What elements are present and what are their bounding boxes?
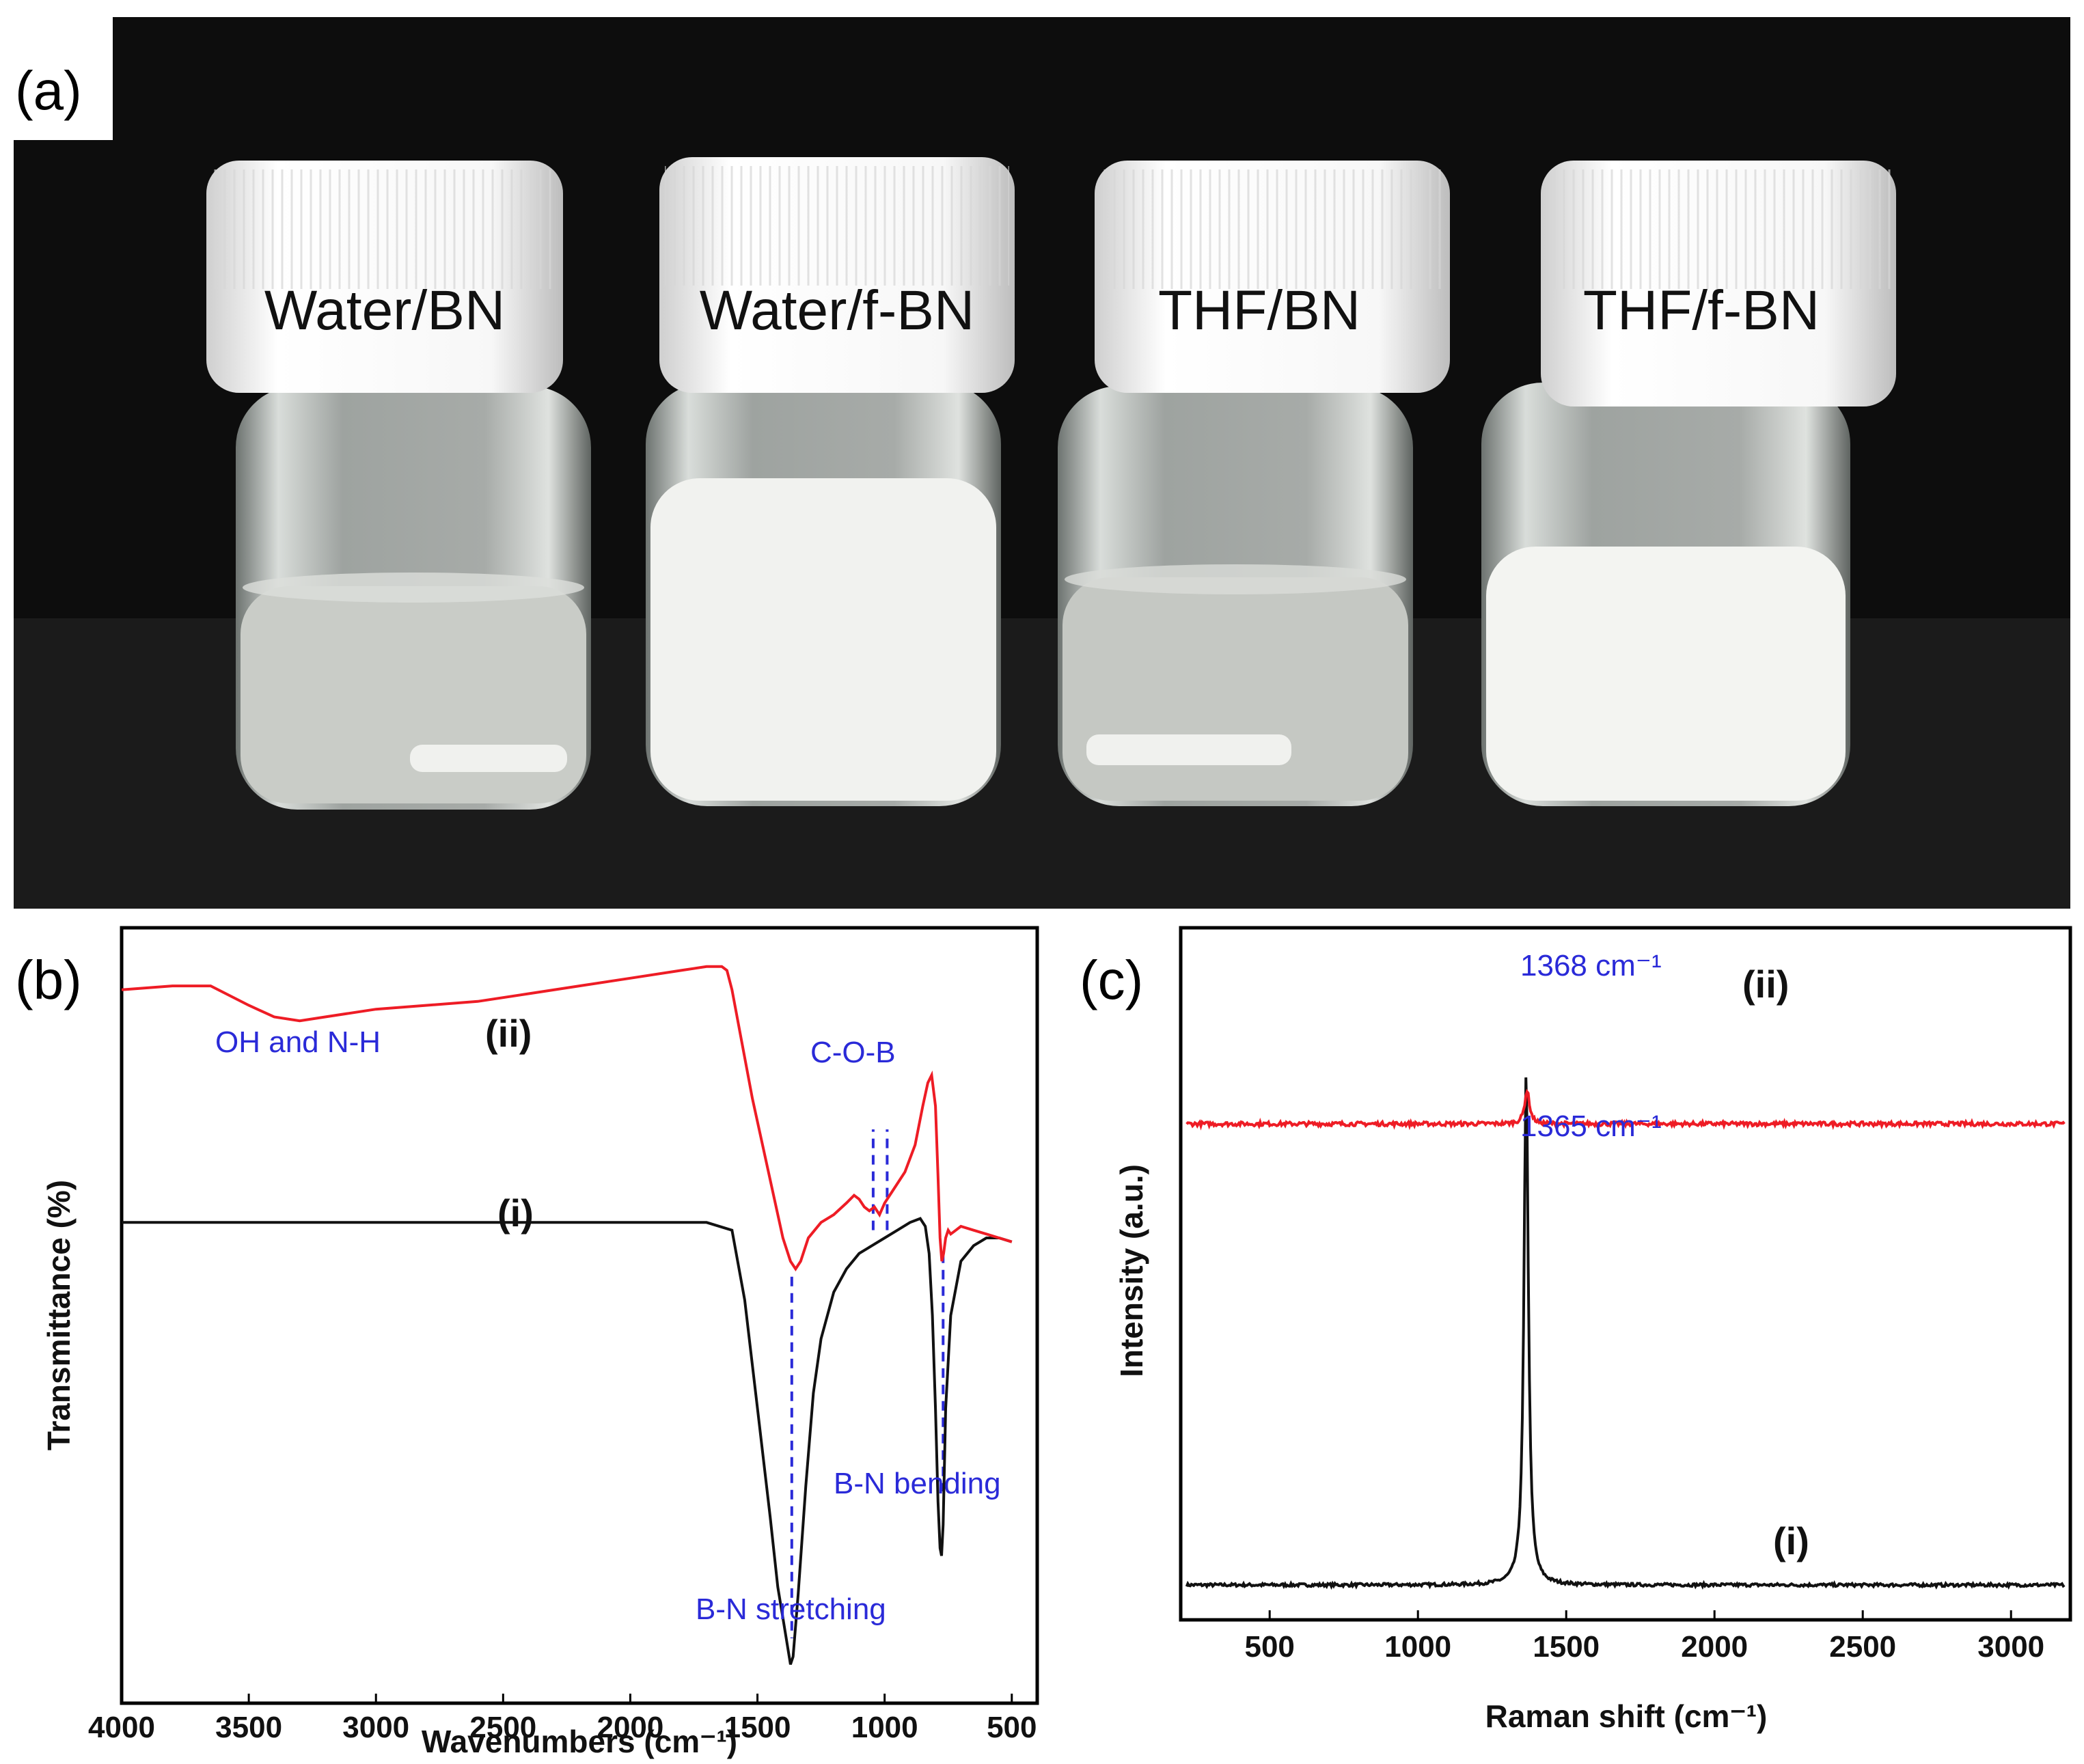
vial-label: Water/BN bbox=[264, 279, 505, 342]
peak-label-ii: 1368 cm⁻¹ bbox=[1520, 949, 1662, 982]
panel-letter-b: (b) bbox=[15, 950, 82, 1010]
x-tick-label: 2500 bbox=[1829, 1630, 1896, 1664]
x-tick-label: 1500 bbox=[724, 1711, 791, 1744]
x-tick-label: 2000 bbox=[597, 1711, 663, 1744]
series-i-line bbox=[1185, 1077, 2066, 1590]
series-i-label: (i) bbox=[1773, 1519, 1809, 1562]
peak-value: 1365 bbox=[1520, 1110, 1587, 1143]
x-axis-title: Raman shift (cm⁻¹) bbox=[1485, 1698, 1768, 1734]
series-i-label: (i) bbox=[497, 1191, 534, 1235]
vial-sediment bbox=[1086, 734, 1291, 765]
x-tick-label: 500 bbox=[1244, 1630, 1294, 1664]
vial-water-fbn: Water/f-BN bbox=[646, 157, 1015, 806]
vial-label: THF/BN bbox=[1158, 279, 1360, 342]
panel-letter-a: (a) bbox=[15, 60, 82, 121]
x-tick-label: 500 bbox=[987, 1711, 1037, 1744]
annotation-bn-stretching: B-N stretching bbox=[696, 1593, 886, 1626]
x-tick-label: 1000 bbox=[1384, 1630, 1451, 1664]
annotation-oh-nh: OH and N-H bbox=[215, 1025, 381, 1059]
peak-value: 1368 bbox=[1520, 949, 1587, 982]
vial-thf-bn: THF/BN bbox=[1058, 161, 1450, 806]
y-axis-title: Intensity (a.u.) bbox=[1114, 1164, 1149, 1377]
vial-liquid bbox=[1486, 547, 1846, 801]
plot-frame bbox=[1179, 926, 2072, 1622]
x-tick-label: 1500 bbox=[1533, 1630, 1600, 1664]
plot-frame bbox=[120, 926, 1039, 1705]
x-tick-label: 2500 bbox=[469, 1711, 536, 1744]
panel-b: (b) 4000 3500 3000 2500 2000 1500 1000 500 Wave… bbox=[15, 926, 1039, 1759]
reference-lines bbox=[790, 1129, 945, 1638]
vial-water-bn: Water/BN bbox=[206, 161, 591, 810]
annotation-cob: C-O-B bbox=[810, 1036, 896, 1069]
x-axis-ticks: 500 1000 1500 2000 2500 3000 bbox=[1244, 1610, 2044, 1664]
panel-c: (c) 500 1000 1500 2000 2500 3000 Raman shift … bbox=[1080, 926, 2072, 1734]
vial-thf-fbn: THF/f-BN bbox=[1481, 161, 1896, 806]
x-tick-label: 3500 bbox=[215, 1711, 282, 1744]
x-tick-label: 2000 bbox=[1681, 1630, 1748, 1664]
panel-letter-box bbox=[0, 0, 113, 140]
peak-label-i: 1365 cm⁻¹ bbox=[1520, 1110, 1662, 1143]
series-ii-line bbox=[121, 965, 1013, 1272]
x-axis-title: Wavenumbers (cm⁻¹) bbox=[422, 1724, 737, 1759]
vial-sediment bbox=[410, 745, 567, 772]
x-tick-label: 4000 bbox=[88, 1711, 155, 1744]
panel-a: (a) Water/BN Water/f-BN THF/B bbox=[0, 0, 2070, 909]
vial-liquid bbox=[650, 478, 996, 801]
x-tick-label: 1000 bbox=[851, 1711, 918, 1744]
x-axis-ticks: 4000 3500 3000 2500 2000 1500 1000 500 bbox=[88, 1694, 1037, 1744]
y-axis-title: Transmittance (%) bbox=[41, 1180, 77, 1450]
series-ii-label: (ii) bbox=[485, 1012, 532, 1055]
series-ii-label: (ii) bbox=[1742, 963, 1789, 1006]
vial-label: THF/f-BN bbox=[1583, 279, 1820, 342]
x-tick-label: 3000 bbox=[342, 1711, 409, 1744]
annotation-bn-bending: B-N bending bbox=[834, 1467, 1001, 1500]
panel-letter-c: (c) bbox=[1080, 950, 1143, 1010]
series-ii-line bbox=[1185, 1088, 2066, 1131]
vial-liquid bbox=[1062, 577, 1408, 801]
peak-unit: cm⁻¹ bbox=[1595, 1110, 1662, 1143]
x-tick-label: 3000 bbox=[1977, 1630, 2044, 1664]
peak-unit: cm⁻¹ bbox=[1595, 949, 1662, 982]
series-i-line bbox=[122, 1217, 1013, 1665]
vial-label: Water/f-BN bbox=[700, 279, 974, 342]
